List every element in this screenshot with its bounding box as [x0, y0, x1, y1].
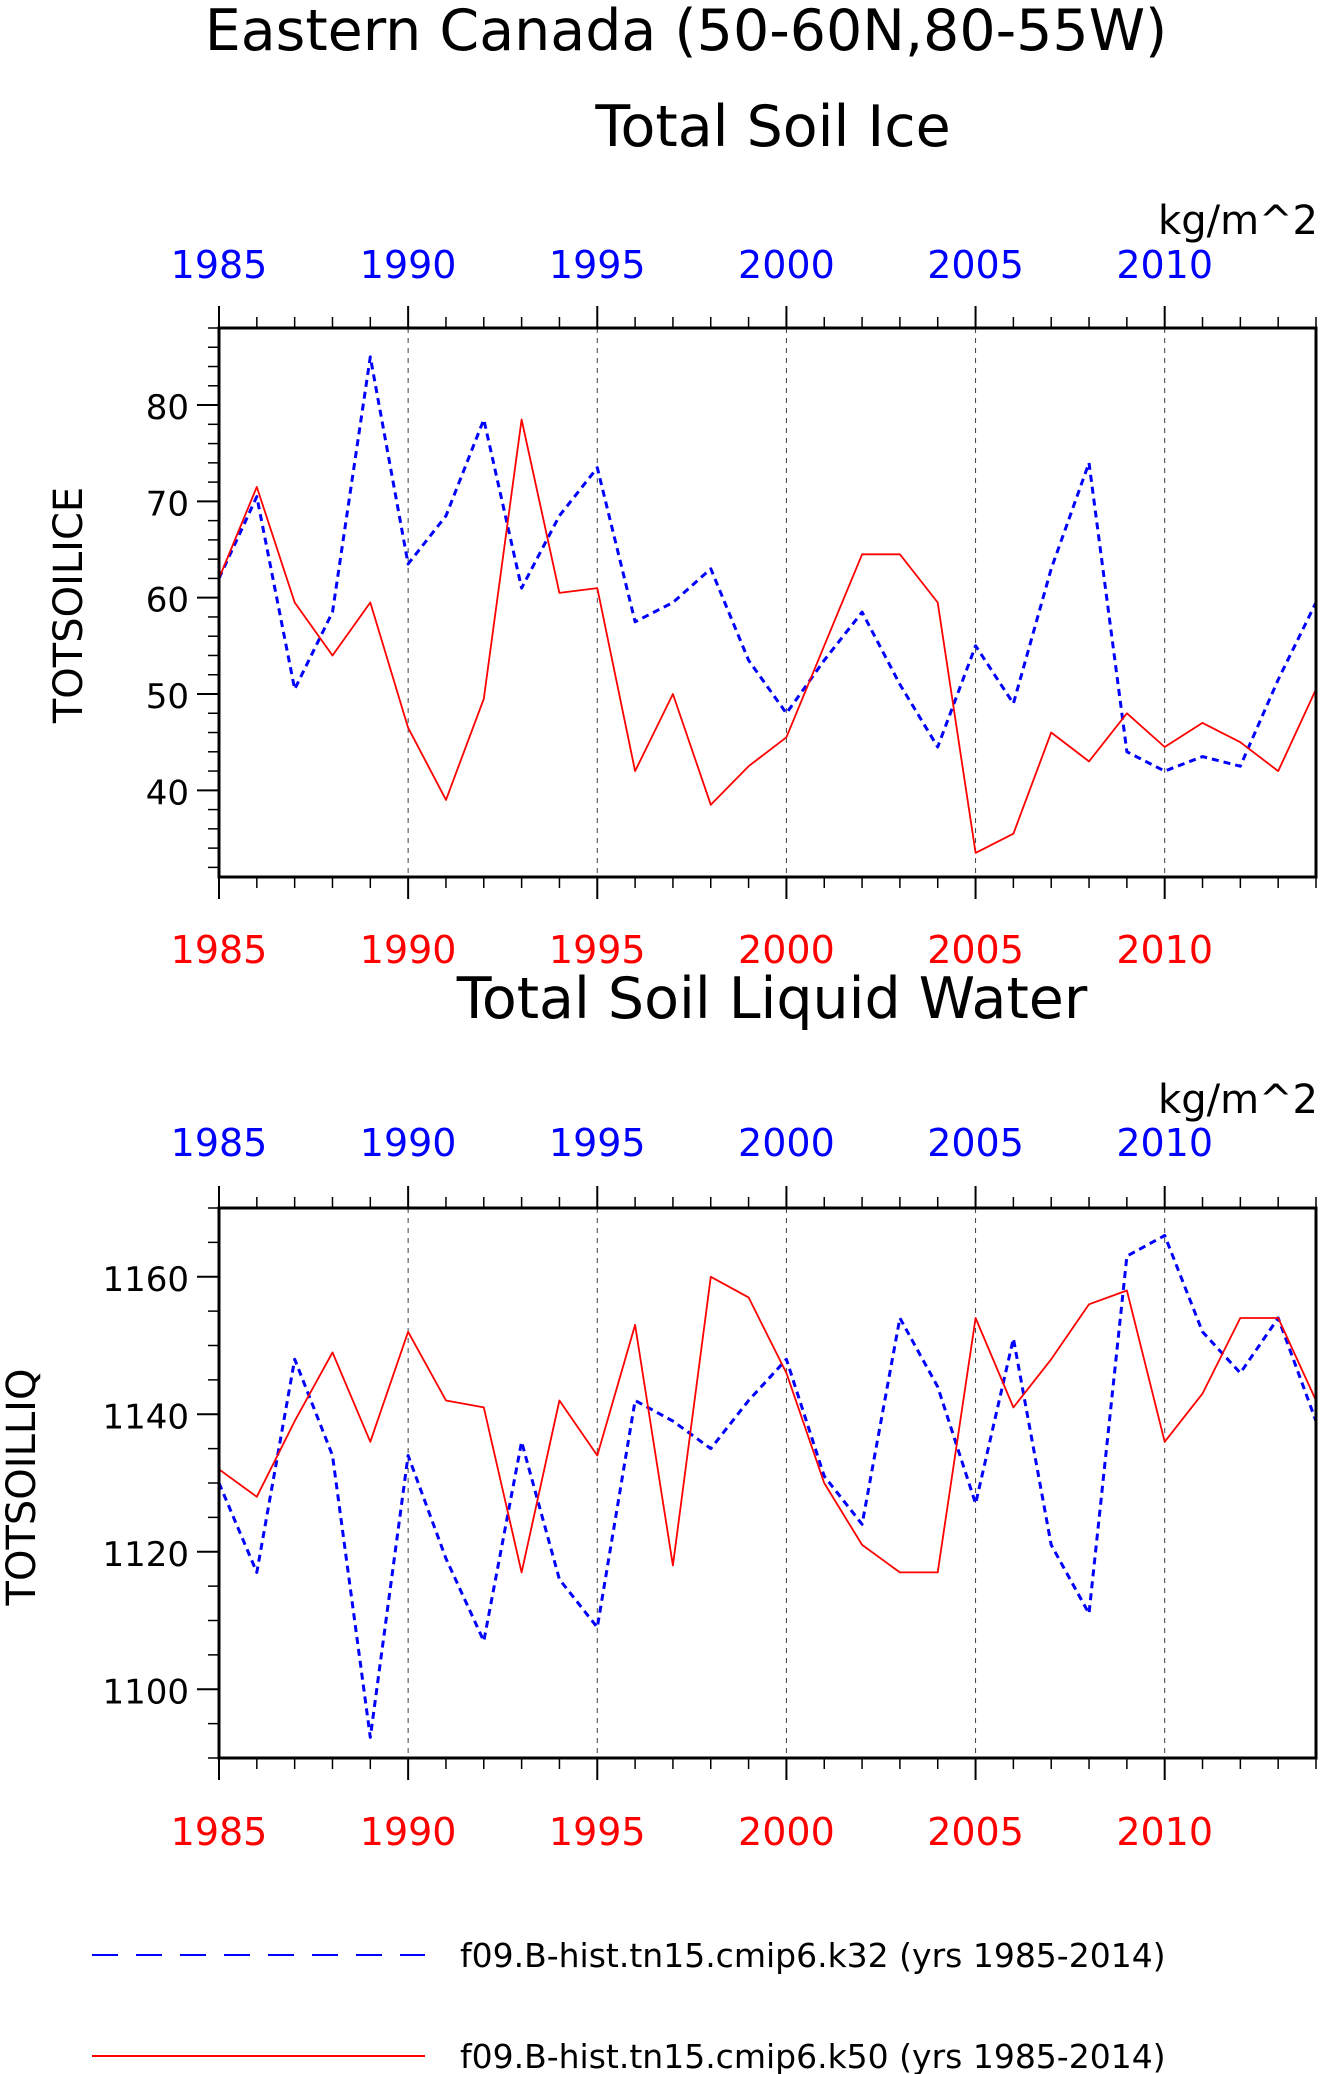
- p2-ylabel-tick-1120: 1120: [102, 1535, 189, 1575]
- p1-xlabel-top-1990: 1990: [360, 243, 457, 287]
- p1-series-k32-line: [217, 355, 1318, 773]
- p1-xlabel-bottom-2010: 2010: [1116, 928, 1213, 972]
- p2-series-k50-line: [218, 1275, 1317, 1574]
- p2-xlabel-bottom-2010: 2010: [1116, 1810, 1213, 1854]
- p2-ylabel-tick-1100: 1100: [102, 1672, 189, 1712]
- p2-xlabel-top-1990: 1990: [360, 1121, 457, 1165]
- panel2-title: Total Soil Liquid Water: [456, 966, 1088, 1032]
- panel1-plot: 40 50 60 70 80 1985 1985 1990 1990 1995 1995 2000 20…: [146, 243, 1318, 972]
- p2-series-k32-line: [217, 1234, 1318, 1739]
- p1-xlabel-top-2005: 2005: [927, 243, 1024, 287]
- panel1-title: Total Soil Ice: [594, 94, 950, 160]
- p2-xlabel-bottom-1990: 1990: [360, 1810, 457, 1854]
- figure-title: Eastern Canada (50-60N,80-55W): [205, 0, 1168, 64]
- p2-ylabel-tick-1160: 1160: [102, 1260, 189, 1300]
- p1-xlabel-bottom-2000: 2000: [738, 928, 835, 972]
- p1-ylabel-tick-50: 50: [146, 677, 189, 717]
- p1-xlabel-top-1985: 1985: [171, 243, 268, 287]
- p2-xlabel-top-2005: 2005: [927, 1121, 1024, 1165]
- p1-frame: [217, 326, 1318, 879]
- panel2-ylabel: TOTSOILLIQ: [0, 1369, 45, 1607]
- panel-total-soil-liquid-water: Total Soil Liquid Water kg/m^2 TOTSOILLI…: [0, 966, 1318, 1854]
- legend: f09.B-hist.tn15.cmip6.k32 (yrs 1985-2014…: [92, 1936, 1166, 2074]
- p1-xlabel-bottom-1985: 1985: [171, 928, 268, 972]
- p1-series-k50-line: [218, 418, 1317, 854]
- p1-ylabel-tick-60: 60: [146, 581, 189, 621]
- p2-xlabel-top-2010: 2010: [1116, 1121, 1213, 1165]
- p2-xlabel-top-1985: 1985: [171, 1121, 268, 1165]
- p1-xlabel-bottom-1990: 1990: [360, 928, 457, 972]
- p1-xlabel-top-1995: 1995: [549, 243, 646, 287]
- p2-frame: [217, 1206, 1318, 1760]
- p1-ylabel-tick-80: 80: [146, 388, 189, 428]
- p2-xlabel-bottom-2005: 2005: [927, 1810, 1024, 1854]
- panel2-plot: 1100 1120 1140 1160 1985 1985 1990 1990 1995 1995…: [102, 1121, 1318, 1854]
- p1-xlabel-bottom-1995: 1995: [549, 928, 646, 972]
- p1-xlabel-bottom-2005: 2005: [927, 928, 1024, 972]
- p1-xlabel-top-2000: 2000: [738, 243, 835, 287]
- p1-ylabel-tick-70: 70: [146, 484, 189, 524]
- p2-ylabel-tick-1140: 1140: [102, 1397, 189, 1437]
- p2-xlabel-bottom-1995: 1995: [549, 1810, 646, 1854]
- panel-total-soil-ice: Total Soil Ice kg/m^2 TOTSOILICE 40 50 60 7…: [46, 94, 1318, 972]
- panel1-units: kg/m^2: [1158, 198, 1318, 244]
- p2-xlabel-top-2000: 2000: [738, 1121, 835, 1165]
- legend-label-k50: f09.B-hist.tn15.cmip6.k50 (yrs 1985-2014…: [460, 2037, 1166, 2074]
- panel1-ylabel: TOTSOILICE: [46, 487, 92, 724]
- p1-xlabel-top-2010: 2010: [1116, 243, 1213, 287]
- p2-xlabel-bottom-2000: 2000: [738, 1810, 835, 1854]
- p2-xlabel-bottom-1985: 1985: [171, 1810, 268, 1854]
- p1-ylabel-tick-40: 40: [146, 773, 189, 813]
- legend-label-k32: f09.B-hist.tn15.cmip6.k32 (yrs 1985-2014…: [460, 1936, 1166, 1975]
- p2-xlabel-top-1995: 1995: [549, 1121, 646, 1165]
- panel2-units: kg/m^2: [1158, 1077, 1318, 1123]
